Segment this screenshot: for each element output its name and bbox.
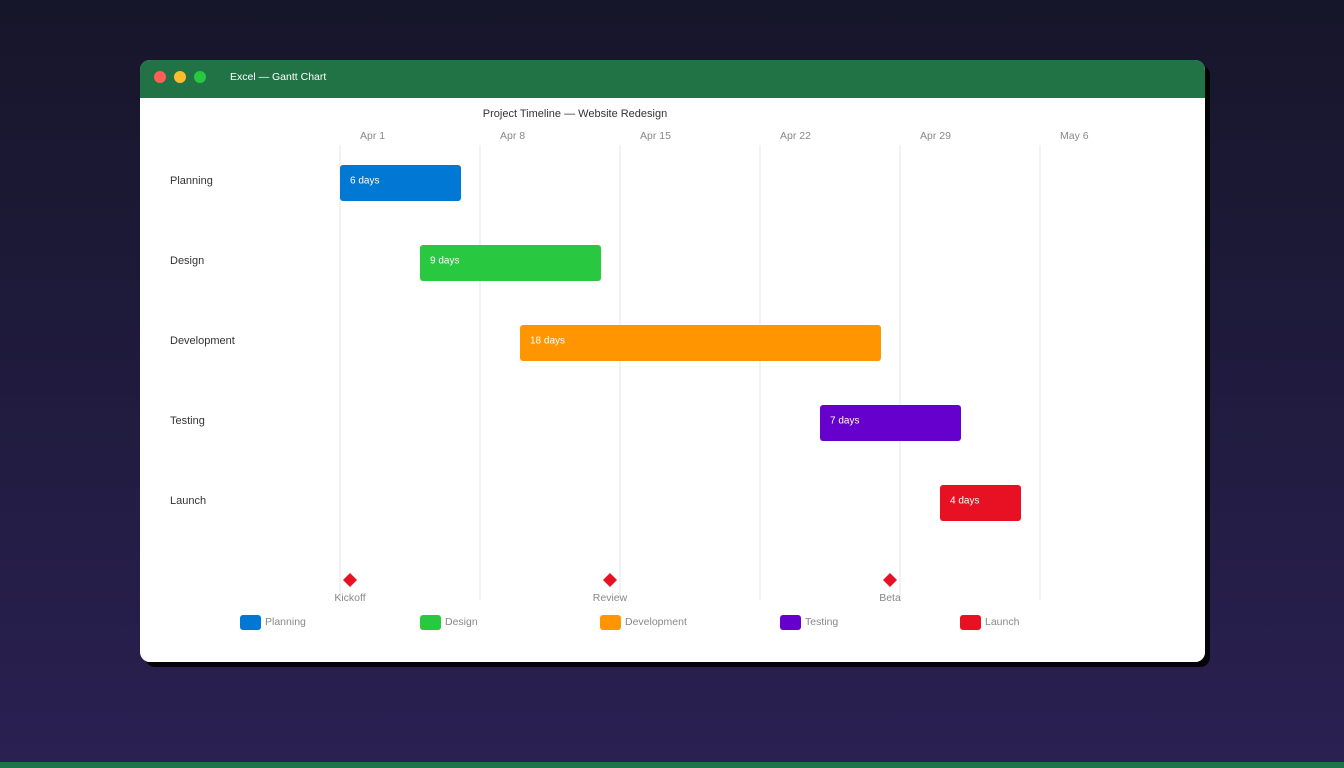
chart-title: Project Timeline — Website Redesign: [483, 108, 667, 120]
legend-label: Planning: [265, 616, 306, 628]
milestone: [603, 573, 617, 587]
legend-swatch: [420, 615, 441, 630]
minimize-button[interactable]: [174, 71, 186, 83]
x-tick-label: Apr 1: [360, 130, 385, 142]
x-tick-label: Apr 8: [500, 130, 525, 142]
title-bar: [140, 60, 1205, 98]
task-bar: [520, 325, 881, 361]
window-title: Excel — Gantt Chart: [230, 71, 326, 83]
x-tick-label: Apr 29: [920, 130, 951, 142]
legend-swatch: [960, 615, 981, 630]
bar-label: 4 days: [950, 496, 979, 507]
legend-label: Launch: [985, 616, 1020, 628]
x-tick-label: Apr 22: [780, 130, 811, 142]
milestone-label: Review: [593, 592, 628, 604]
legend-swatch: [600, 615, 621, 630]
bottom-strip: [0, 762, 1344, 768]
task-bar: [420, 245, 601, 281]
milestone: [343, 573, 357, 587]
milestone-label: Kickoff: [334, 592, 365, 604]
legend-label: Design: [445, 616, 478, 628]
task-bar: [340, 165, 461, 201]
task-label: Development: [170, 335, 235, 347]
task-bar: [820, 405, 961, 441]
x-tick-label: Apr 15: [640, 130, 671, 142]
bar-label: 6 days: [350, 176, 379, 187]
bar-label: 9 days: [430, 256, 459, 267]
legend-label: Testing: [805, 616, 838, 628]
milestone-label: Beta: [879, 592, 901, 604]
maximize-button[interactable]: [194, 71, 206, 83]
task-label: Planning: [170, 175, 213, 187]
close-button[interactable]: [154, 71, 166, 83]
legend-swatch: [780, 615, 801, 630]
task-bar: [940, 485, 1021, 521]
bar-label: 18 days: [530, 336, 565, 347]
milestone: [883, 573, 897, 587]
legend-swatch: [240, 615, 261, 630]
task-label: Launch: [170, 495, 206, 507]
x-tick-label: May 6: [1060, 130, 1089, 142]
task-label: Testing: [170, 415, 205, 427]
bar-label: 7 days: [830, 416, 859, 427]
legend-label: Development: [625, 616, 687, 628]
task-label: Design: [170, 255, 204, 267]
